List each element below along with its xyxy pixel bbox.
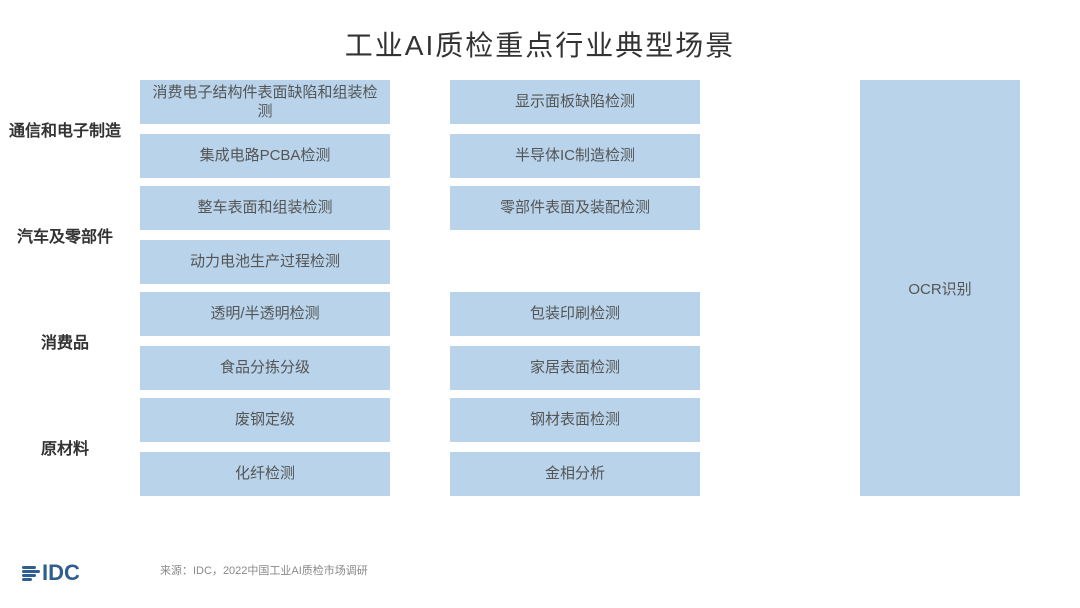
category-label: 消费品 — [0, 329, 130, 353]
category-row: 汽车及零部件整车表面和组装检测零部件表面及装配检测动力电池生产过程检测 — [140, 186, 700, 284]
category-label: 通信和电子制造 — [0, 117, 130, 141]
scenario-box: 家居表面检测 — [450, 346, 700, 390]
scenario-box: 动力电池生产过程检测 — [140, 240, 390, 284]
scenario-box: 显示面板缺陷检测 — [450, 80, 700, 124]
scenario-column: 整车表面和组装检测 零部件表面及装配检测动力电池生产过程检测 — [140, 186, 700, 284]
logo-text: IDC — [42, 560, 80, 586]
scenario-line: 废钢定级 钢材表面检测 — [140, 398, 700, 442]
idc-logo: IDC — [22, 560, 80, 586]
scenario-line: 透明/半透明检测 包装印刷检测 — [140, 292, 700, 336]
scenario-box — [450, 240, 700, 284]
category-row: 通信和电子制造消费电子结构件表面缺陷和组装检测显示面板缺陷检测集成电路PCBA检… — [140, 80, 700, 178]
scenario-column: 消费电子结构件表面缺陷和组装检测 显示面板缺陷检测集成电路PCBA检测 半导体IC制… — [140, 80, 700, 178]
scenario-box: 集成电路PCBA检测 — [140, 134, 390, 178]
scenario-box: 半导体IC制造检测 — [450, 134, 700, 178]
scenario-line: 动力电池生产过程检测 — [140, 240, 700, 284]
category-row: 消费品透明/半透明检测包装印刷检测食品分拣分级家居表面检测 — [140, 292, 700, 390]
scenario-line: 食品分拣分级 家居表面检测 — [140, 346, 700, 390]
scenario-line: 消费电子结构件表面缺陷和组装检测 显示面板缺陷检测 — [140, 80, 700, 124]
scenario-line: 化纤检测 金相分析 — [140, 452, 700, 496]
diagram-content: 通信和电子制造消费电子结构件表面缺陷和组装检测 显示面板缺陷检测集成电路PCBA检… — [0, 80, 1080, 504]
logo-icon — [22, 566, 40, 581]
page-title: 工业AI质检重点行业典型场景 — [0, 0, 1080, 80]
scenario-box: 透明/半透明检测 — [140, 292, 390, 336]
cross-cutting-label: OCR识别 — [908, 278, 971, 299]
scenario-column: 透明/半透明检测 包装印刷检测食品分拣分级 家居表面检测 — [140, 292, 700, 390]
scenario-line: 整车表面和组装检测 零部件表面及装配检测 — [140, 186, 700, 230]
scenario-box: 包装印刷检测 — [450, 292, 700, 336]
category-label: 汽车及零部件 — [0, 223, 130, 247]
scenario-box: 整车表面和组装检测 — [140, 186, 390, 230]
scenario-box: 食品分拣分级 — [140, 346, 390, 390]
category-row: 原材料废钢定级钢材表面检测化纤检测金相分析 — [140, 398, 700, 496]
category-label: 原材料 — [0, 435, 130, 459]
scenario-box: 废钢定级 — [140, 398, 390, 442]
scenario-box: 金相分析 — [450, 452, 700, 496]
scenario-line: 集成电路PCBA检测 半导体IC制造检测 — [140, 134, 700, 178]
scenario-column: 废钢定级 钢材表面检测化纤检测 金相分析 — [140, 398, 700, 496]
scenario-box: 钢材表面检测 — [450, 398, 700, 442]
source-citation: 来源：IDC，2022中国工业AI质检市场调研 — [160, 562, 368, 578]
scenario-box: 化纤检测 — [140, 452, 390, 496]
cross-cutting-box: OCR识别 — [860, 80, 1020, 496]
scenario-box: 零部件表面及装配检测 — [450, 186, 700, 230]
scenario-box: 消费电子结构件表面缺陷和组装检测 — [140, 80, 390, 124]
